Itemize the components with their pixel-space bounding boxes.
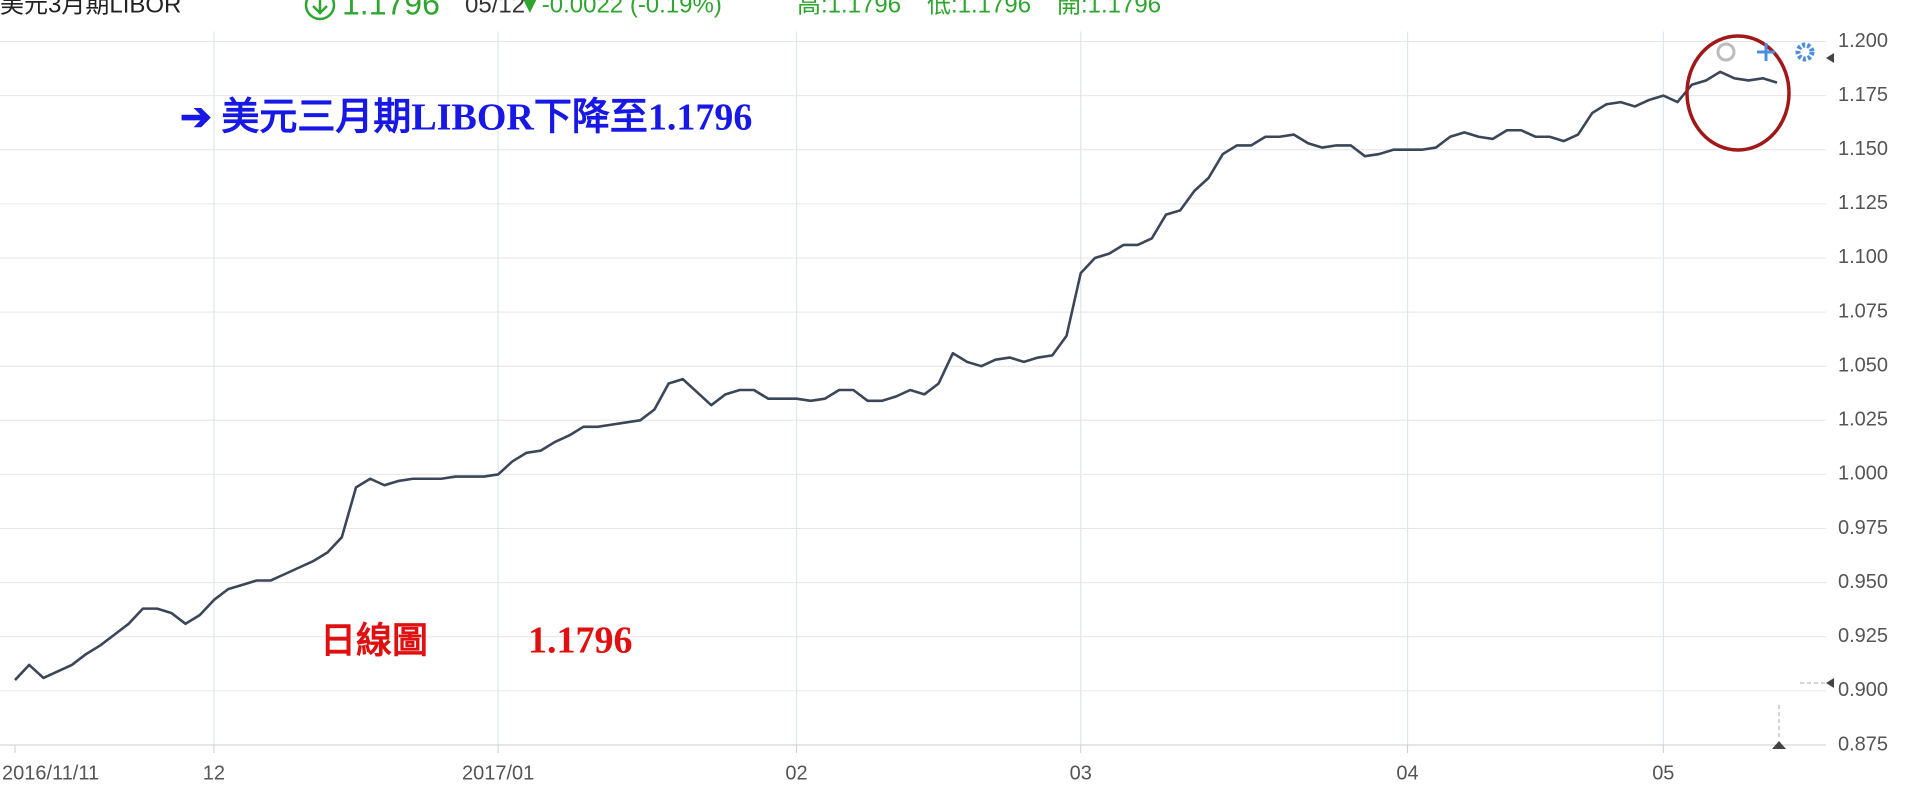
change: ▼-0.0022 (-0.19%)	[518, 0, 722, 18]
high: 高:1.1796	[797, 0, 901, 18]
date: 05/12	[465, 0, 525, 18]
y-tick-label: 0.975	[1838, 517, 1888, 539]
toolbar	[1716, 42, 1815, 62]
reset-icon[interactable]	[1716, 42, 1736, 62]
y-tick-label: 1.000	[1838, 463, 1888, 485]
y-tick-label: 1.200	[1838, 30, 1888, 52]
x-tick-label: 2016/11/11	[2, 762, 99, 784]
y-tick-label: 0.900	[1838, 679, 1888, 701]
line	[14, 70, 1778, 681]
zoom-icon[interactable]	[1757, 43, 1775, 61]
plot	[14, 70, 1778, 681]
y-tick-label: 1.100	[1838, 246, 1888, 268]
y-tick-label: 1.150	[1838, 138, 1888, 160]
low: 低:1.1796	[927, 0, 1031, 18]
x-tick-label: 2017/01	[462, 762, 534, 784]
open: 開:1.1796	[1057, 0, 1161, 18]
highlight-circle	[1685, 34, 1791, 152]
down-icon	[304, 0, 336, 21]
x-tick-label: 02	[785, 762, 807, 784]
axis-pointer	[1772, 741, 1786, 749]
settings-icon[interactable]	[1795, 42, 1815, 62]
y-tick-label: 1.050	[1838, 354, 1888, 376]
y-tick-label: 0.925	[1838, 625, 1888, 647]
y-tick-label: 1.075	[1838, 300, 1888, 322]
annotation: ➔ 美元三月期LIBOR下降至1.1796	[180, 97, 752, 139]
y-tick-label: 0.875	[1838, 733, 1888, 755]
axis-pointer	[1826, 678, 1834, 688]
y-tick-label: 1.175	[1838, 84, 1888, 106]
down-arrow	[312, 0, 328, 15]
grid: 0.875 0.900 0.925 0.950 0.975 1.000 1.025 1.050…	[0, 30, 1888, 784]
x-tick-label: 03	[1070, 762, 1092, 784]
y-tick-label: 1.025	[1838, 409, 1888, 431]
annotation: 日線圖	[320, 620, 428, 660]
y-tick-label: 1.125	[1838, 192, 1888, 214]
header: 美元3月期LIBOR 1.1796 05/12 ▼-0.0022 (-0.19%…	[0, 0, 1161, 21]
axis-pointer	[1826, 53, 1834, 63]
x-tick-label: 12	[203, 762, 225, 784]
price: 1.1796	[342, 0, 440, 21]
x-tick-label: 05	[1652, 762, 1674, 784]
annotation: 1.1796	[528, 620, 633, 662]
instrument-name: 美元3月期LIBOR	[0, 0, 181, 18]
x-tick-label: 04	[1396, 762, 1418, 784]
y-tick-label: 0.950	[1838, 571, 1888, 593]
